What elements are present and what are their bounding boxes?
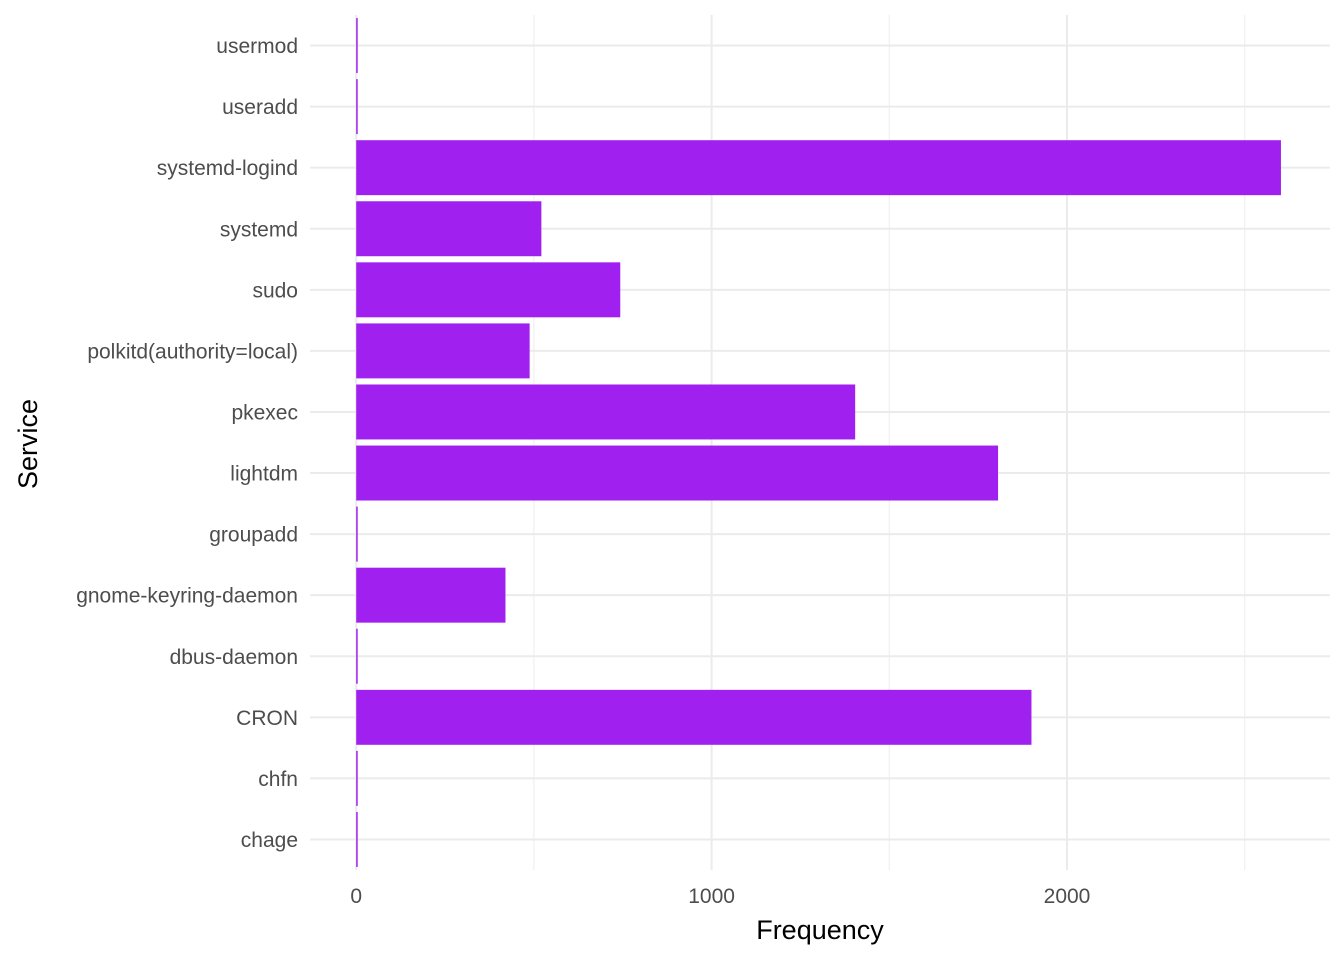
bar-dbus-daemon: [356, 628, 358, 684]
bar-systemd: [356, 201, 542, 257]
bar-sudo: [356, 262, 621, 318]
bars: [356, 18, 1281, 867]
bar-gnome-keyring-daemon: [356, 567, 506, 623]
x-tick-label: 0: [350, 885, 362, 908]
y-tick-label: sudo: [252, 279, 298, 302]
y-tick-label: lightdm: [230, 463, 298, 486]
bar-polkitd-authority-local: [356, 323, 530, 379]
x-tick-label: 2000: [1044, 885, 1091, 908]
y-tick-labels: usermod useradd systemd-logind systemd sudo p…: [76, 35, 298, 852]
y-tick-label: polkitd(authority=local): [87, 340, 298, 363]
y-tick-label: pkexec: [231, 401, 298, 424]
y-axis-title: Service: [13, 399, 43, 489]
bar-useradd: [356, 79, 358, 135]
bar-systemd-logind: [356, 140, 1281, 196]
y-tick-label: systemd-logind: [157, 157, 298, 180]
x-axis-title: Frequency: [756, 915, 884, 945]
bar-cron: [356, 689, 1032, 745]
bar-chfn: [356, 750, 358, 806]
x-tick-label: 1000: [688, 885, 735, 908]
x-tick-labels: 0 1000 2000: [350, 885, 1090, 908]
bar-lightdm: [356, 445, 999, 501]
bar-groupadd: [356, 506, 358, 562]
bar-pkexec: [356, 384, 856, 440]
y-tick-label: usermod: [216, 35, 298, 58]
y-tick-label: chfn: [258, 768, 298, 791]
y-tick-label: dbus-daemon: [170, 646, 298, 669]
bar-chage: [356, 811, 358, 867]
y-tick-label: groupadd: [209, 524, 298, 547]
bar-usermod: [356, 18, 358, 74]
y-tick-label: useradd: [222, 96, 298, 119]
y-tick-label: chage: [241, 829, 298, 852]
y-tick-label: systemd: [220, 218, 298, 241]
y-tick-label: CRON: [236, 707, 298, 730]
y-tick-label: gnome-keyring-daemon: [76, 585, 298, 608]
